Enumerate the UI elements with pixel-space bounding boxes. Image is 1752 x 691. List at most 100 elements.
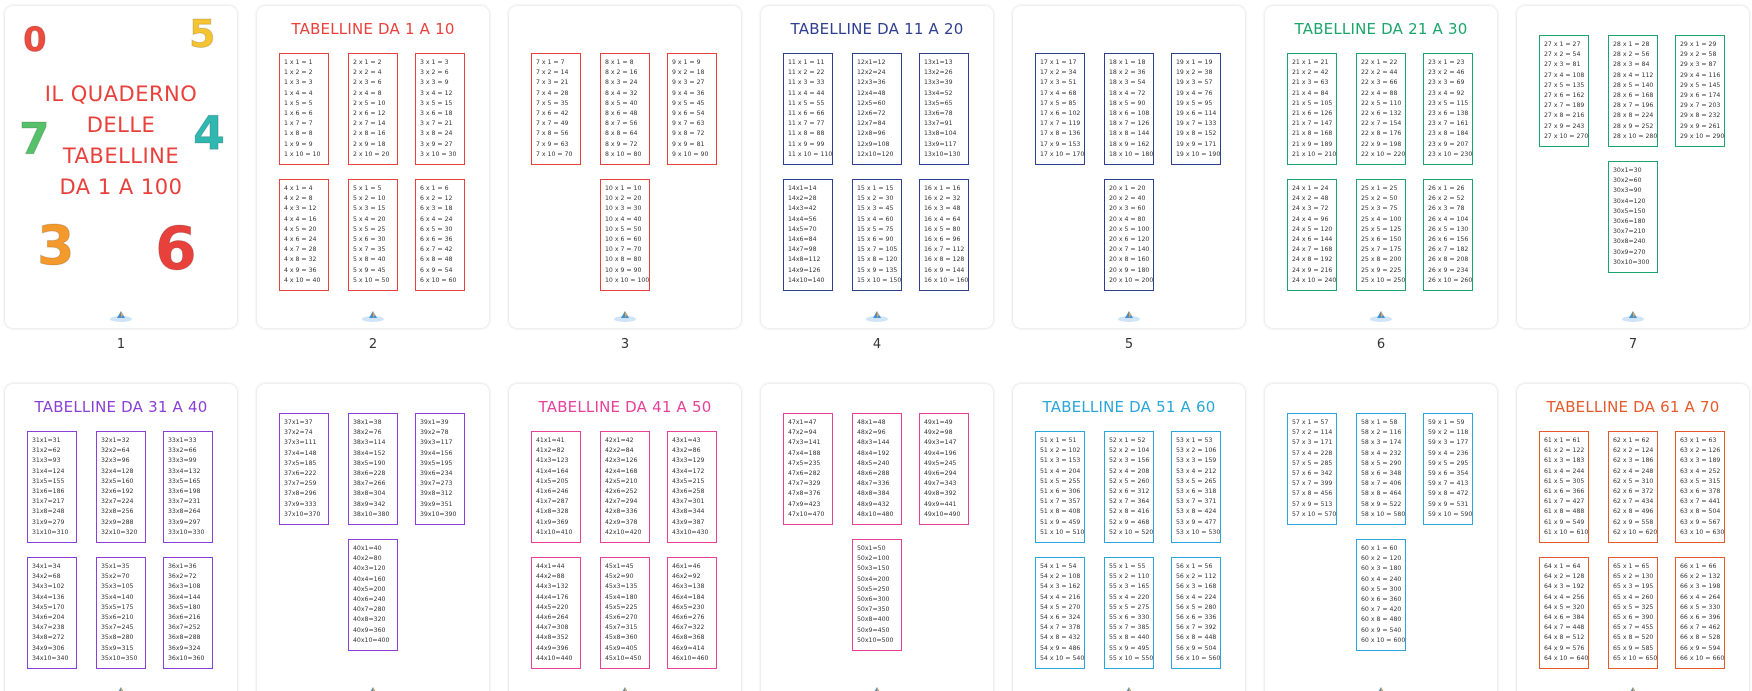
table-row: 26 x 2 = 52: [1428, 195, 1465, 203]
table-row: 13x10=130: [924, 150, 961, 158]
table-row: 37x9=333: [284, 500, 317, 508]
table-row: 44x6=264: [536, 614, 569, 622]
table-row: 42x5=210: [605, 477, 638, 485]
table-row: 38x2=76: [353, 429, 382, 437]
table-row: 42x2=84: [605, 447, 634, 455]
page-thumbnail: TABELLINE DA 11 A 20 11 x 1 = 11 11 x 2 = …: [761, 6, 993, 328]
table-row: 61 x 4 = 244: [1544, 467, 1585, 475]
page-title: TABELLINE DA 21 A 30: [1294, 20, 1468, 38]
number-balloon: 0: [23, 20, 48, 61]
table-row: 19 x 10 = 190: [1176, 150, 1221, 158]
cover-title-line: DELLE: [86, 113, 156, 137]
table-row: 27 x 7 = 189: [1544, 102, 1585, 110]
table-row: 66 x 6 = 396: [1680, 614, 1721, 622]
table-row: 9 x 10 = 90: [672, 150, 709, 158]
page-number: 3: [620, 337, 630, 352]
table-row: 55 x 6 = 330: [1109, 614, 1150, 622]
table-row: 40x10=400: [353, 636, 390, 644]
table-row: 45x9=405: [605, 644, 638, 652]
times-table: 15 x 1 = 15 15 x 2 = 30 15 x 3 = 45 15 x 4 …: [852, 179, 902, 291]
table-row: 29 x 4 = 116: [1680, 71, 1721, 79]
table-row: 31x3=93: [32, 457, 61, 465]
table-row: 17 x 1 = 17: [1040, 59, 1077, 66]
times-table: 30x1=30 30x2=60 30x3=90 30x4=120 30x5=150 30x…: [1608, 161, 1658, 273]
table-row: 23 x 7 = 161: [1428, 120, 1469, 128]
times-table: 37x1=37 37x2=74 37x3=111 37x4=148 37x5=185 37…: [279, 413, 329, 525]
table-row: 42x7=294: [605, 498, 638, 506]
table-row: 56 x 8 = 448: [1176, 634, 1217, 642]
table-row: 7 x 9 = 63: [536, 140, 569, 148]
table-row: 25 x 4 = 100: [1361, 215, 1402, 223]
logo: [361, 684, 385, 691]
table-row: 54 x 5 = 270: [1040, 603, 1081, 611]
table-row: 38x3=114: [353, 439, 386, 447]
table-row: 20 x 3 = 60: [1109, 205, 1146, 213]
table-row: 3 x 10 = 30: [420, 150, 457, 158]
table-row: 26 x 9 = 234: [1428, 266, 1469, 274]
table-row: 23 x 5 = 115: [1428, 99, 1469, 107]
table-row: 29 x 8 = 232: [1680, 112, 1721, 120]
table-row: 29 x 9 = 261: [1680, 122, 1721, 130]
table-row: 50x2=100: [857, 555, 890, 563]
table-row: 50x7=350: [857, 606, 890, 614]
table-row: 46x1=46: [672, 563, 701, 570]
table-row: 40x8=320: [353, 616, 386, 624]
table-row: 28 x 1 = 28: [1613, 41, 1650, 48]
logo: [109, 684, 133, 691]
table-row: 51 x 10 = 510: [1040, 528, 1085, 536]
table-row: 22 x 3 = 66: [1361, 79, 1398, 87]
table-row: 43x4=172: [672, 467, 705, 475]
table-row: 56 x 6 = 336: [1176, 614, 1217, 622]
table-row: 53 x 4 = 212: [1176, 467, 1217, 475]
times-table: 41x1=41 41x2=82 41x3=123 41x4=164 41x5=205 41…: [531, 431, 581, 543]
table-row: 27 x 9 = 243: [1544, 122, 1585, 130]
table-row: 47x1=47: [788, 419, 817, 426]
table-row: 65 x 5 = 325: [1613, 603, 1654, 611]
table-row: 36x1=36: [168, 563, 197, 570]
number-balloon: 5: [188, 12, 216, 57]
times-table: 16 x 1 = 16 16 x 2 = 32 16 x 3 = 48 16 x 4 …: [919, 179, 969, 291]
table-row: 36x4=144: [168, 593, 201, 601]
table-row: 30x4=120: [1613, 197, 1646, 205]
table-row: 64 x 1 = 64: [1544, 563, 1581, 570]
times-table: 44x1=44 44x2=88 44x3=132 44x4=176 44x5=220 44…: [531, 557, 581, 669]
table-row: 32x5=160: [101, 477, 134, 485]
table-row: 30x9=270: [1613, 248, 1646, 256]
table-row: 21 x 3 = 63: [1292, 79, 1329, 87]
table-row: 32x1=32: [101, 437, 130, 444]
table-row: 60 x 1 = 60: [1361, 545, 1398, 552]
table-row: 55 x 2 = 110: [1109, 573, 1150, 581]
table-row: 19 x 2 = 38: [1176, 69, 1213, 77]
table-row: 10 x 9 = 90: [605, 266, 642, 274]
table-row: 22 x 4 = 88: [1361, 89, 1398, 97]
table-row: 25 x 6 = 150: [1361, 236, 1402, 244]
table-row: 18 x 6 = 108: [1109, 110, 1150, 118]
table-row: 3 x 6 = 18: [420, 110, 453, 118]
logo: [1621, 308, 1645, 322]
table-row: 63 x 6 = 378: [1680, 488, 1721, 496]
table-row: 5 x 1 = 5: [353, 185, 382, 192]
table-row: 38x1=38: [353, 419, 382, 426]
table-row: 28 x 4 = 112: [1613, 71, 1654, 79]
table-row: 46x4=184: [672, 593, 705, 601]
times-table: 63 x 1 = 63 63 x 2 = 126 63 x 3 = 189 63 x …: [1675, 431, 1725, 543]
table-row: 38x8=304: [353, 490, 386, 498]
table-row: 8 x 5 = 40: [605, 99, 638, 107]
table-row: 26 x 8 = 208: [1428, 256, 1469, 264]
table-row: 2 x 8 = 16: [353, 130, 386, 138]
table-row: 55 x 3 = 165: [1109, 583, 1150, 591]
table-row: 65 x 10 = 650: [1613, 654, 1658, 662]
table-row: 36x5=180: [168, 603, 201, 611]
table-row: 32x6=192: [101, 488, 134, 496]
times-table: 23 x 1 = 23 23 x 2 = 46 23 x 3 = 69 23 x 4 …: [1423, 53, 1473, 165]
table-row: 38x10=380: [353, 510, 390, 518]
table-row: 57 x 9 = 513: [1292, 500, 1333, 508]
table-row: 19 x 5 = 95: [1176, 99, 1213, 107]
table-row: 14x3=42: [788, 205, 817, 213]
table-row: 35x8=280: [101, 634, 134, 642]
table-row: 21 x 2 = 42: [1292, 69, 1329, 77]
table-row: 44x8=352: [536, 634, 569, 642]
table-row: 49x5=245: [924, 459, 957, 467]
table-row: 44x3=132: [536, 583, 569, 591]
